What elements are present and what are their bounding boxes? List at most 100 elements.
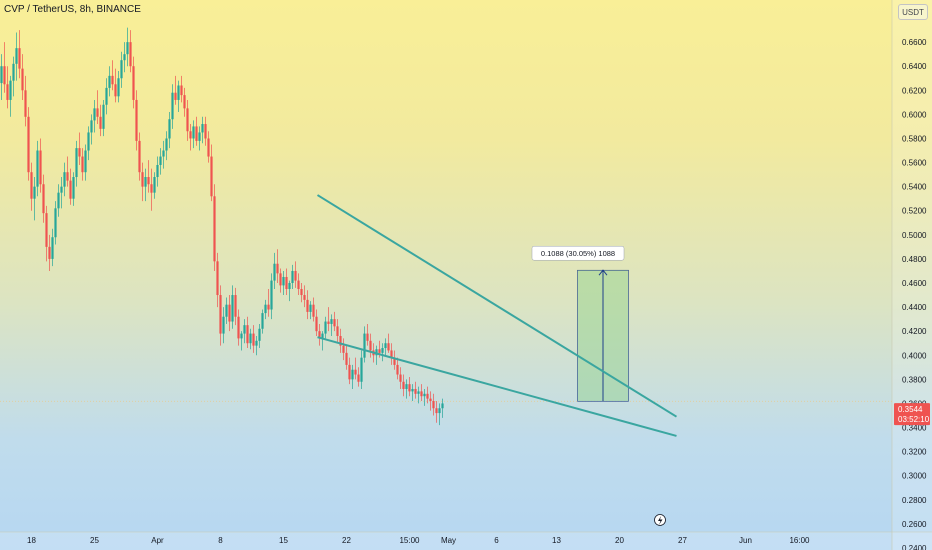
candle-body (396, 364, 399, 375)
candle-body (438, 408, 441, 414)
x-tick-label: 8 (218, 536, 223, 545)
candle-body (117, 78, 120, 97)
y-tick-label: 0.3800 (902, 375, 927, 384)
candle-body (33, 186, 36, 199)
candle-body (102, 104, 105, 129)
last-price-value: 0.3544 (898, 405, 923, 414)
x-tick-label: 16:00 (789, 536, 810, 545)
candle-body (111, 75, 114, 85)
candle-body (66, 172, 69, 181)
price-axis (892, 0, 932, 550)
candle-body (87, 132, 90, 151)
candle-body (24, 90, 27, 117)
y-tick-label: 0.3400 (902, 424, 927, 433)
y-tick-label: 0.4800 (902, 255, 927, 264)
candle-body (57, 192, 60, 209)
candle-body (207, 138, 210, 157)
candle-body (201, 124, 204, 133)
candle-body (159, 156, 162, 165)
candle-body (114, 84, 117, 97)
candle-body (60, 186, 63, 193)
candle-body (429, 398, 432, 402)
y-tick-label: 0.4600 (902, 279, 927, 288)
candle-body (0, 66, 3, 84)
candle-body (258, 328, 261, 341)
y-tick-label: 0.3200 (902, 448, 927, 457)
y-tick-label: 0.4400 (902, 303, 927, 312)
candle-body (363, 333, 366, 358)
last-price-tag (894, 403, 930, 426)
candle-body (219, 295, 222, 334)
candle-body (72, 177, 75, 199)
candle-body (342, 345, 345, 353)
candle-body (168, 119, 171, 139)
candle-body (150, 184, 153, 193)
symbol-title[interactable]: CVP / TetherUS, 8h, BINANCE (4, 4, 141, 15)
x-tick-label: 18 (27, 536, 36, 545)
x-tick-label: 15:00 (399, 536, 420, 545)
y-tick-label: 0.3000 (902, 472, 927, 481)
candle-body (294, 270, 297, 281)
candle-body (306, 299, 309, 312)
trendline-upper (316, 194, 678, 418)
candle-body (297, 280, 300, 290)
candle-body (156, 164, 159, 178)
candle-body (135, 99, 138, 141)
candle-body (300, 289, 303, 296)
y-tick-label: 0.5600 (902, 159, 927, 168)
candle-body (99, 116, 102, 129)
candle-body (228, 304, 231, 322)
candle-body (408, 384, 411, 392)
candle-body (180, 85, 183, 96)
candle-body (12, 63, 15, 81)
candle-body (237, 316, 240, 339)
x-tick-label: 20 (615, 536, 624, 545)
candle-body (222, 316, 225, 334)
candle-body (375, 349, 378, 356)
candle-body (261, 313, 264, 329)
candle-body (333, 319, 336, 327)
candle-body (147, 177, 150, 185)
lightning-icon-glyph (658, 516, 663, 525)
candle-body (195, 126, 198, 141)
candle-body (351, 369, 354, 380)
candle-body (402, 381, 405, 389)
candle-body (81, 156, 84, 173)
candle-body (225, 304, 228, 317)
candle-body (345, 352, 348, 365)
candle-body (435, 408, 438, 414)
y-tick-label: 0.4000 (902, 351, 927, 360)
candle-body (48, 246, 51, 259)
candle-body (177, 85, 180, 100)
candle-body (42, 184, 45, 214)
candle-body (141, 172, 144, 187)
candle-body (348, 364, 351, 380)
candle-body (192, 126, 195, 139)
currency-unit-badge[interactable]: USDT (898, 4, 928, 20)
candle-body (105, 87, 108, 105)
candle-body (30, 172, 33, 199)
y-tick-label: 0.4200 (902, 327, 927, 336)
candle-body (336, 326, 339, 336)
candle-body (198, 132, 201, 141)
x-tick-label: 15 (279, 536, 288, 545)
candle-body (285, 276, 288, 290)
candle-body (123, 54, 126, 61)
candle-body (414, 388, 417, 394)
candle-body (378, 349, 381, 353)
candle-body (267, 304, 270, 310)
y-tick-label: 0.2800 (902, 496, 927, 505)
candle-body (54, 208, 57, 238)
candle-body (18, 48, 21, 69)
candle-body (273, 263, 276, 281)
y-tick-label: 0.6600 (902, 38, 927, 47)
candle-body (174, 92, 177, 100)
x-tick-label: 6 (494, 536, 499, 545)
candle-body (231, 295, 234, 322)
candle-body (279, 273, 282, 286)
candle-body (126, 42, 129, 55)
y-tick-label: 0.5400 (902, 183, 927, 192)
candle-body (6, 84, 9, 100)
